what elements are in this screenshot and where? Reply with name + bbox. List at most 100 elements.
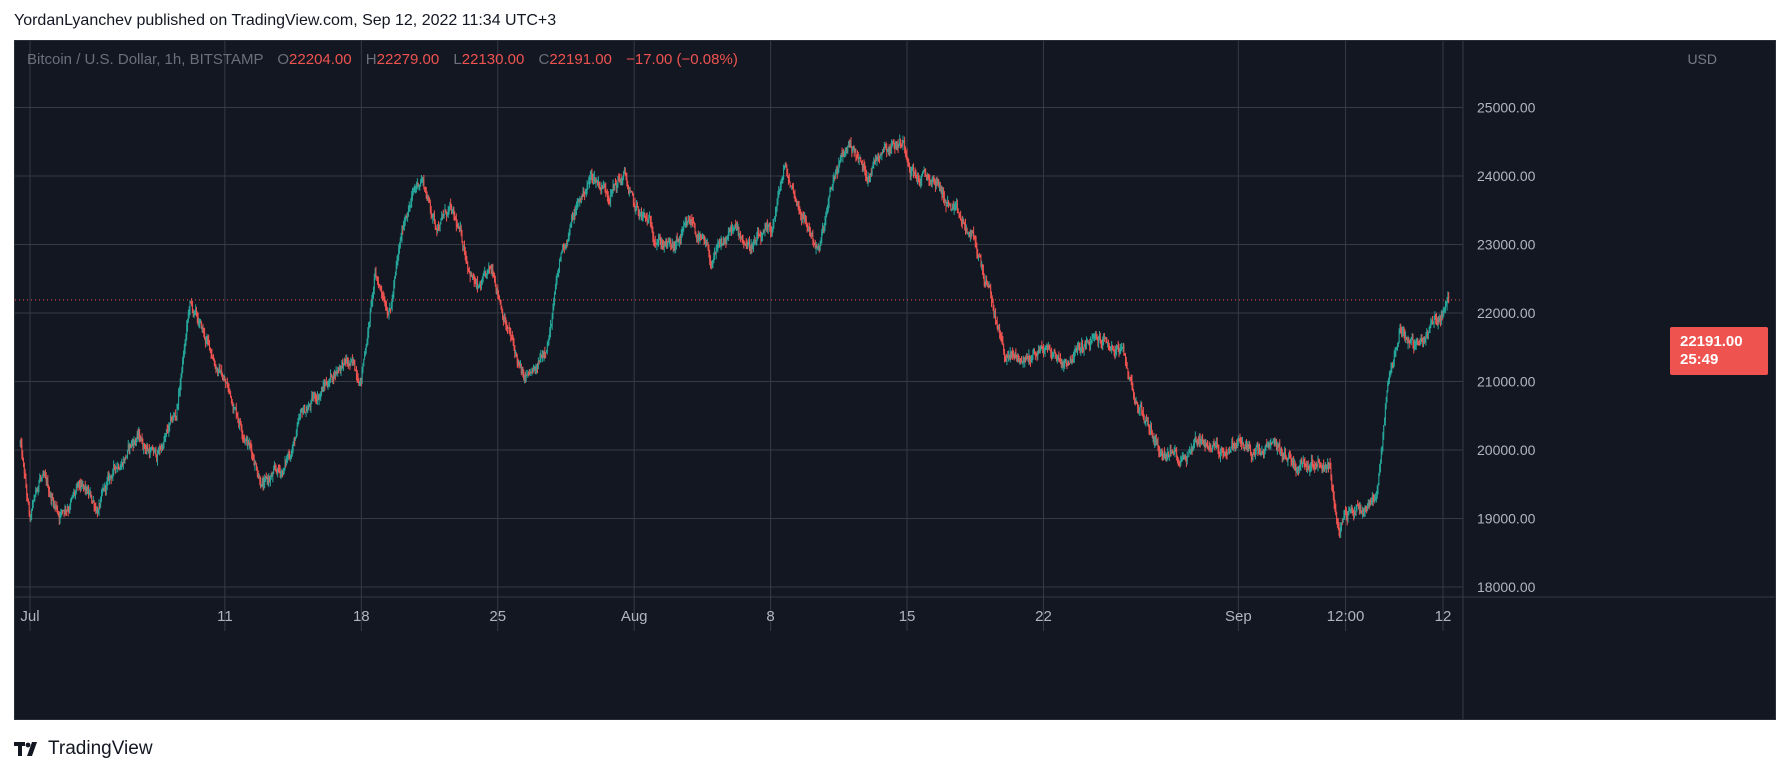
candle-body [1116, 345, 1118, 349]
candle-body [338, 368, 340, 371]
candle-body [893, 142, 895, 148]
candle-body [522, 372, 524, 374]
candle-body [154, 448, 156, 451]
candle-body [1183, 455, 1185, 459]
candle-body [1010, 352, 1012, 355]
candle-body [678, 239, 680, 242]
candle-body [855, 150, 857, 156]
candle-body [191, 303, 193, 311]
candle-body [926, 174, 928, 176]
candlestick-chart[interactable]: 18000.0019000.0020000.0021000.0022000.00… [15, 41, 1775, 719]
candle-body [304, 412, 306, 414]
candle-body [1372, 496, 1374, 501]
candle-body [503, 318, 505, 321]
candle-body [567, 235, 569, 240]
candle-body [1308, 468, 1310, 472]
candle-body [1212, 444, 1214, 448]
low-label: L [453, 51, 462, 68]
candle-body [1427, 333, 1429, 335]
candle-body [1219, 453, 1221, 457]
tradingview-footer[interactable]: TradingView [14, 738, 153, 760]
candle-body [554, 293, 556, 301]
candle-body [1277, 445, 1279, 448]
candle-body [568, 233, 570, 236]
candle-body [88, 493, 90, 495]
candle-body [771, 229, 773, 232]
candle-body [40, 478, 42, 480]
candle-body [20, 441, 22, 444]
candle-body [728, 230, 730, 233]
candle-body [376, 276, 378, 279]
candle-body [1168, 451, 1169, 456]
tradingview-logo-icon [14, 742, 37, 756]
candle-body [164, 438, 166, 442]
candle-body [394, 278, 396, 286]
candle-body [668, 241, 670, 243]
candle-body [321, 389, 322, 394]
candle-body [201, 327, 203, 329]
candle-body [1213, 444, 1215, 446]
candle-body [971, 232, 973, 234]
candle-body [918, 180, 920, 185]
candle-body [846, 148, 848, 152]
candle-body [1329, 463, 1331, 468]
candle-body [316, 398, 318, 402]
candle-body [931, 179, 933, 184]
candle-body [282, 470, 284, 476]
candle-body [765, 227, 767, 229]
candle-body [748, 241, 750, 245]
candle-body [379, 286, 381, 288]
candle-body [226, 382, 227, 384]
candle-body [873, 160, 875, 164]
candle-body [1336, 515, 1338, 520]
candle-body [706, 243, 707, 245]
candle-body [612, 184, 614, 191]
chart-panel[interactable]: 18000.00 19000.00 20000.00 21000.00 22000.00… [14, 40, 1776, 720]
candle-body [79, 484, 81, 489]
candle-body [206, 338, 208, 342]
candle-body [501, 309, 503, 311]
candle-body [593, 179, 595, 181]
candle-body [907, 158, 909, 162]
candle-body [1411, 337, 1413, 339]
candle-body [151, 447, 153, 451]
candle-body [1179, 464, 1181, 466]
candle-body [148, 450, 150, 456]
symbol-legend[interactable]: Bitcoin / U.S. Dollar, 1h, BITSTAMP O222… [27, 51, 738, 68]
candle-body [1425, 336, 1427, 340]
candle-body [380, 286, 382, 290]
candle-body [894, 147, 896, 149]
candle-body [1172, 453, 1174, 455]
candle-body [1107, 342, 1109, 344]
candle-body [1272, 440, 1274, 443]
candle-body [1288, 454, 1290, 459]
candle-body [144, 444, 145, 447]
candle-body [141, 438, 143, 444]
candle-body [101, 493, 102, 500]
candle-body [108, 475, 110, 479]
candle-body [105, 485, 107, 490]
candle-body [433, 214, 435, 216]
candle-body [265, 476, 267, 479]
candle-body [1003, 344, 1005, 351]
candle-body [318, 397, 320, 400]
candle-body [1234, 446, 1236, 448]
candle-body [552, 307, 554, 317]
close-label: C [538, 51, 550, 68]
candle-body [1362, 509, 1364, 513]
candle-body [1108, 343, 1110, 347]
candle-body [831, 185, 833, 189]
candle-body [977, 253, 979, 257]
candle-body [1262, 451, 1264, 455]
candle-body [1126, 363, 1128, 369]
candle-body [323, 384, 325, 387]
candle-body [1002, 340, 1004, 345]
candle-body [1435, 314, 1437, 319]
candle-body [293, 438, 295, 445]
candle-body [688, 219, 690, 222]
candle-body [1029, 355, 1031, 360]
candle-body [1158, 447, 1160, 452]
candle-body [840, 153, 842, 157]
candle-body [213, 360, 215, 365]
candle-body [928, 179, 930, 181]
